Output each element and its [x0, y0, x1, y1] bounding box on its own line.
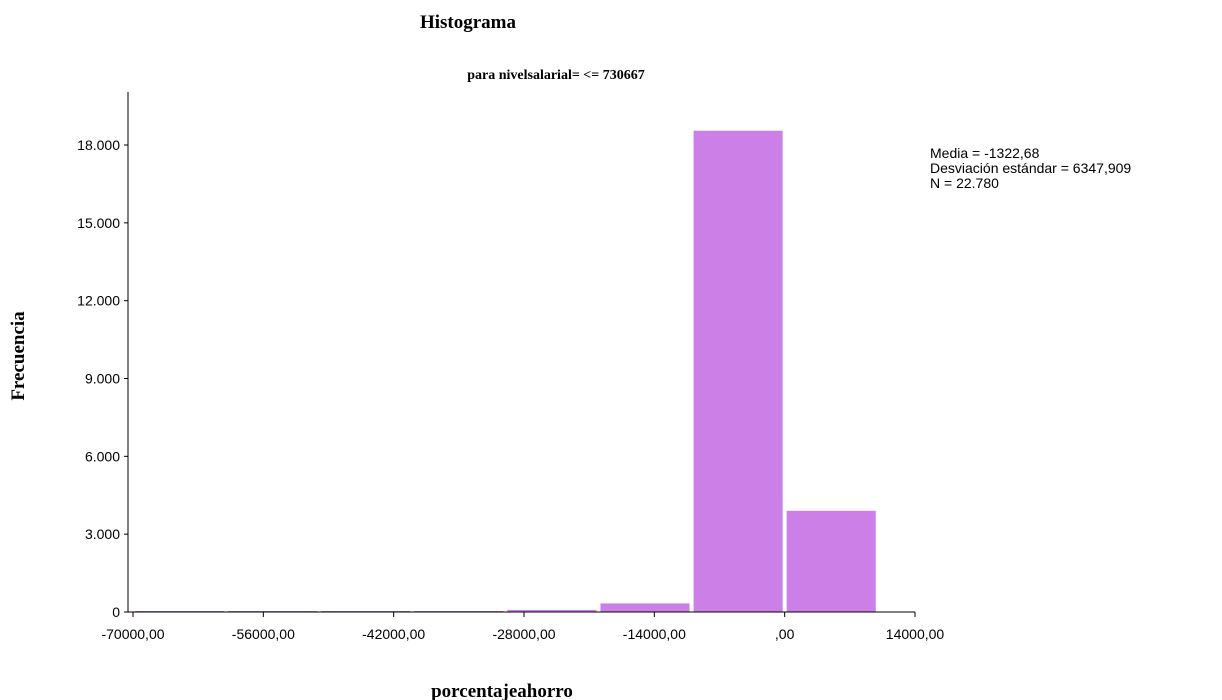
y-axis-ticks: 0 3.000 6.000 9.000 12.000 15.000 18.000 — [77, 137, 128, 620]
x-tick-label: 14000,00 — [886, 626, 945, 642]
stats-legend: Media = -1322,68 Desviación estándar = 6… — [930, 145, 1131, 191]
x-tick-label: ,00 — [775, 626, 795, 642]
stats-mean: Media = -1322,68 — [930, 145, 1040, 161]
stats-n: N = 22.780 — [930, 175, 999, 191]
chart-subtitle: para nivelsalarial= <= 730667 — [467, 68, 645, 83]
histogram-bar-4 — [507, 609, 597, 612]
x-axis-label: porcentajeahorro — [431, 681, 573, 700]
y-tick-label: 0 — [112, 604, 120, 620]
histogram-bar-5 — [600, 603, 690, 612]
histogram-bars — [135, 130, 876, 612]
y-tick-label: 3.000 — [85, 526, 120, 542]
y-tick-label: 15.000 — [77, 215, 120, 231]
x-axis-ticks: -70000,00 -56000,00 -42000,00 -28000,00 -140… — [101, 612, 944, 642]
stats-std-dev: Desviación estándar = 6347,909 — [930, 160, 1131, 176]
axes — [127, 92, 915, 613]
y-axis-label: Frecuencia — [8, 311, 29, 401]
chart-title: Histograma — [420, 12, 517, 33]
y-tick-label: 6.000 — [85, 448, 120, 464]
histogram-bar-7 — [786, 510, 876, 612]
x-tick-label: -42000,00 — [362, 626, 425, 642]
x-tick-label: -28000,00 — [492, 626, 555, 642]
y-tick-label: 9.000 — [85, 371, 120, 387]
histogram-bar-6 — [693, 130, 783, 612]
x-tick-label: -14000,00 — [623, 626, 686, 642]
x-tick-label: -70000,00 — [101, 626, 164, 642]
y-tick-label: 18.000 — [77, 137, 120, 153]
x-tick-label: -56000,00 — [232, 626, 295, 642]
y-tick-label: 12.000 — [77, 293, 120, 309]
